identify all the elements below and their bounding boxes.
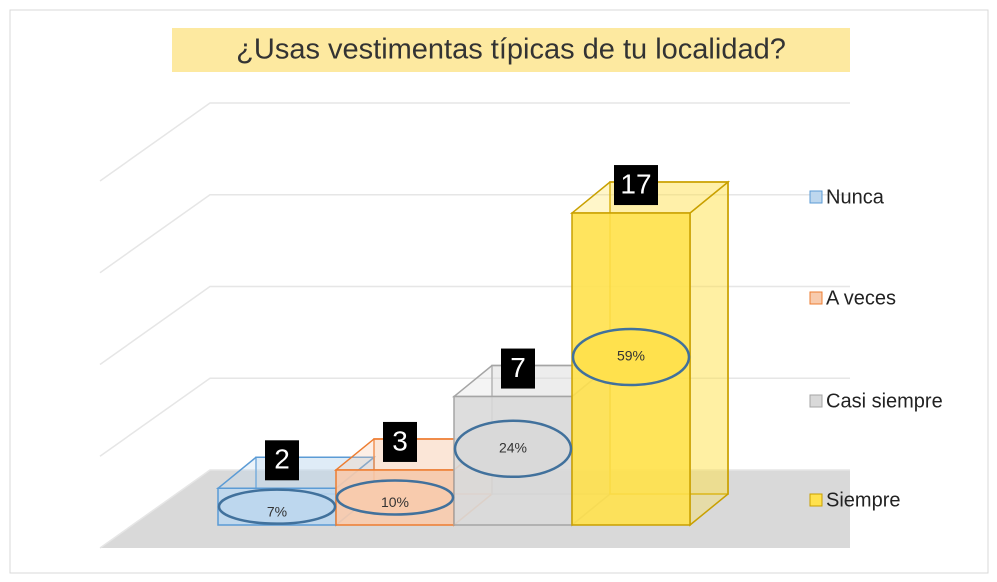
share-bubble	[335, 479, 455, 516]
legend-label: Nunca	[826, 186, 885, 208]
value-label: 7	[510, 352, 526, 383]
legend-swatch	[809, 394, 823, 408]
share-label: 10%	[381, 494, 409, 510]
bar-face	[689, 180, 729, 527]
share-label: 59%	[617, 348, 645, 364]
value-label-box	[501, 348, 535, 389]
legend-label: Siempre	[826, 489, 900, 511]
share-bubble	[217, 488, 337, 525]
share-bubble	[453, 419, 573, 479]
value-label: 17	[620, 168, 651, 199]
value-label-box	[614, 165, 658, 206]
title-background	[172, 28, 850, 72]
share-bubble	[571, 327, 691, 387]
legend-swatch	[809, 493, 823, 507]
legend-label: Casi siempre	[826, 390, 943, 412]
value-label-box	[265, 440, 299, 481]
legend-swatch	[809, 190, 823, 204]
legend-swatch	[809, 291, 823, 305]
value-label: 2	[274, 444, 290, 475]
value-label: 3	[392, 425, 408, 456]
share-label: 7%	[267, 503, 287, 519]
share-label: 24%	[499, 439, 527, 455]
grid-line	[99, 102, 850, 182]
legend-label: A veces	[826, 287, 896, 309]
value-label-box	[383, 421, 417, 462]
chart-title: ¿Usas vestimentas típicas de tu localida…	[236, 34, 786, 66]
